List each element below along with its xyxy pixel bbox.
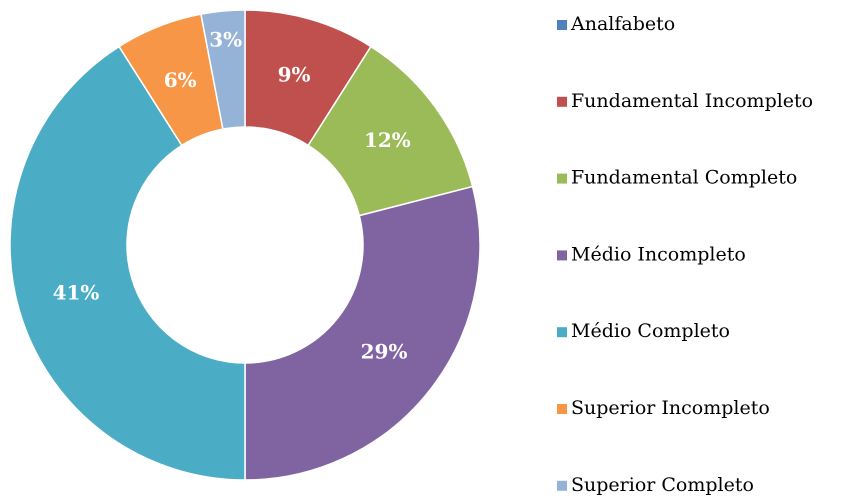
legend-swatch bbox=[557, 404, 567, 414]
donut-slice bbox=[200, 9, 246, 130]
data-label: 6% bbox=[164, 68, 197, 92]
legend-label: Fundamental Incompleto bbox=[571, 90, 813, 112]
legend-swatch bbox=[557, 173, 567, 184]
legend-label: Superior Incompleto bbox=[571, 397, 770, 419]
data-label: 12% bbox=[364, 128, 411, 152]
legend-label: Superior Completo bbox=[571, 474, 754, 496]
legend-label: Médio Incompleto bbox=[571, 243, 746, 265]
data-label: 3% bbox=[209, 27, 242, 51]
legend-swatch bbox=[557, 20, 567, 30]
legend-label: Médio Completo bbox=[571, 320, 730, 342]
legend-swatch bbox=[557, 327, 567, 338]
legend-swatch bbox=[557, 250, 567, 261]
donut-slice bbox=[244, 185, 481, 481]
legend-swatch bbox=[557, 96, 567, 107]
legend-label: Analfabeto bbox=[570, 13, 675, 35]
legend-swatch bbox=[557, 480, 567, 491]
donut-slice bbox=[9, 45, 246, 481]
data-label: 41% bbox=[53, 281, 100, 305]
data-label: 29% bbox=[361, 339, 408, 363]
legend-label: Fundamental Completo bbox=[571, 167, 797, 189]
data-label: 9% bbox=[278, 62, 311, 86]
